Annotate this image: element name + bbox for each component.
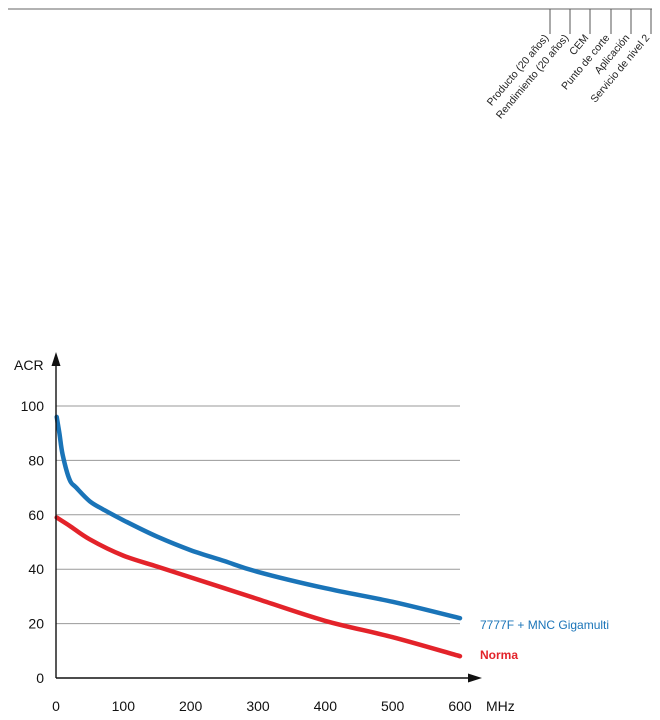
x-axis-title: MHz	[486, 698, 515, 714]
x-tick-label: 300	[246, 698, 270, 714]
x-tick-label: 500	[381, 698, 405, 714]
y-tick-label: 40	[28, 561, 44, 577]
y-tick-label: 80	[28, 452, 44, 468]
tick-labels: 0 20 40 60 80 100 0 100 200 300 400 500 600	[21, 398, 472, 714]
y-tick-label: 60	[28, 507, 44, 523]
series-line-product	[54, 414, 463, 621]
x-tick-label: 200	[179, 698, 203, 714]
x-tick-label: 600	[448, 698, 472, 714]
y-tick-label: 0	[36, 670, 44, 686]
y-axis-arrow-icon	[51, 352, 61, 366]
axes	[51, 352, 482, 683]
y-tick-label: 100	[21, 398, 45, 414]
y-axis-title: ACR	[14, 357, 44, 373]
y-tick-label: 20	[28, 616, 44, 632]
x-tick-label: 0	[52, 698, 60, 714]
x-tick-label: 400	[314, 698, 338, 714]
x-axis-arrow-icon	[468, 673, 482, 683]
legend: 7777F + MNC Gigamulti Norma	[480, 618, 609, 662]
header-columns: Producto (20 años)Rendimiento (20 años)C…	[485, 9, 652, 121]
series-layer	[54, 414, 463, 659]
legend-label-product: 7777F + MNC Gigamulti	[480, 618, 609, 632]
grid-lines	[56, 405, 460, 625]
x-tick-label: 100	[112, 698, 136, 714]
legend-label-norma: Norma	[480, 648, 518, 662]
series-line-norma	[54, 515, 463, 659]
